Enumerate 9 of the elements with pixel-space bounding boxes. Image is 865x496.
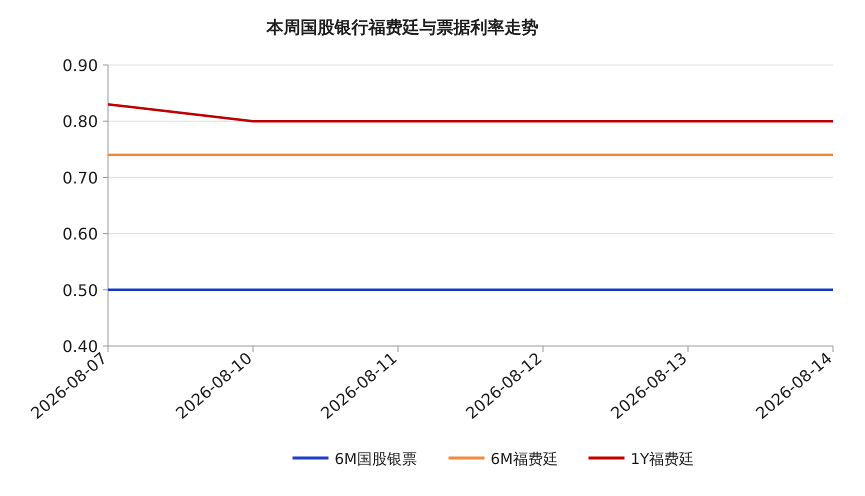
y-tick-label: 0.50 <box>62 280 98 300</box>
legend-label: 1Y福费廷 <box>630 450 694 468</box>
y-tick-label: 0.80 <box>62 112 98 132</box>
y-tick-label: 0.70 <box>62 168 98 188</box>
chart-title: 本周国股银行福费廷与票据利率走势 <box>266 18 538 38</box>
y-tick-label: 0.90 <box>62 56 98 75</box>
legend-label: 6M国股银票 <box>334 450 417 468</box>
y-tick-label: 0.60 <box>62 224 98 244</box>
legend-label: 6M福费廷 <box>490 450 558 468</box>
